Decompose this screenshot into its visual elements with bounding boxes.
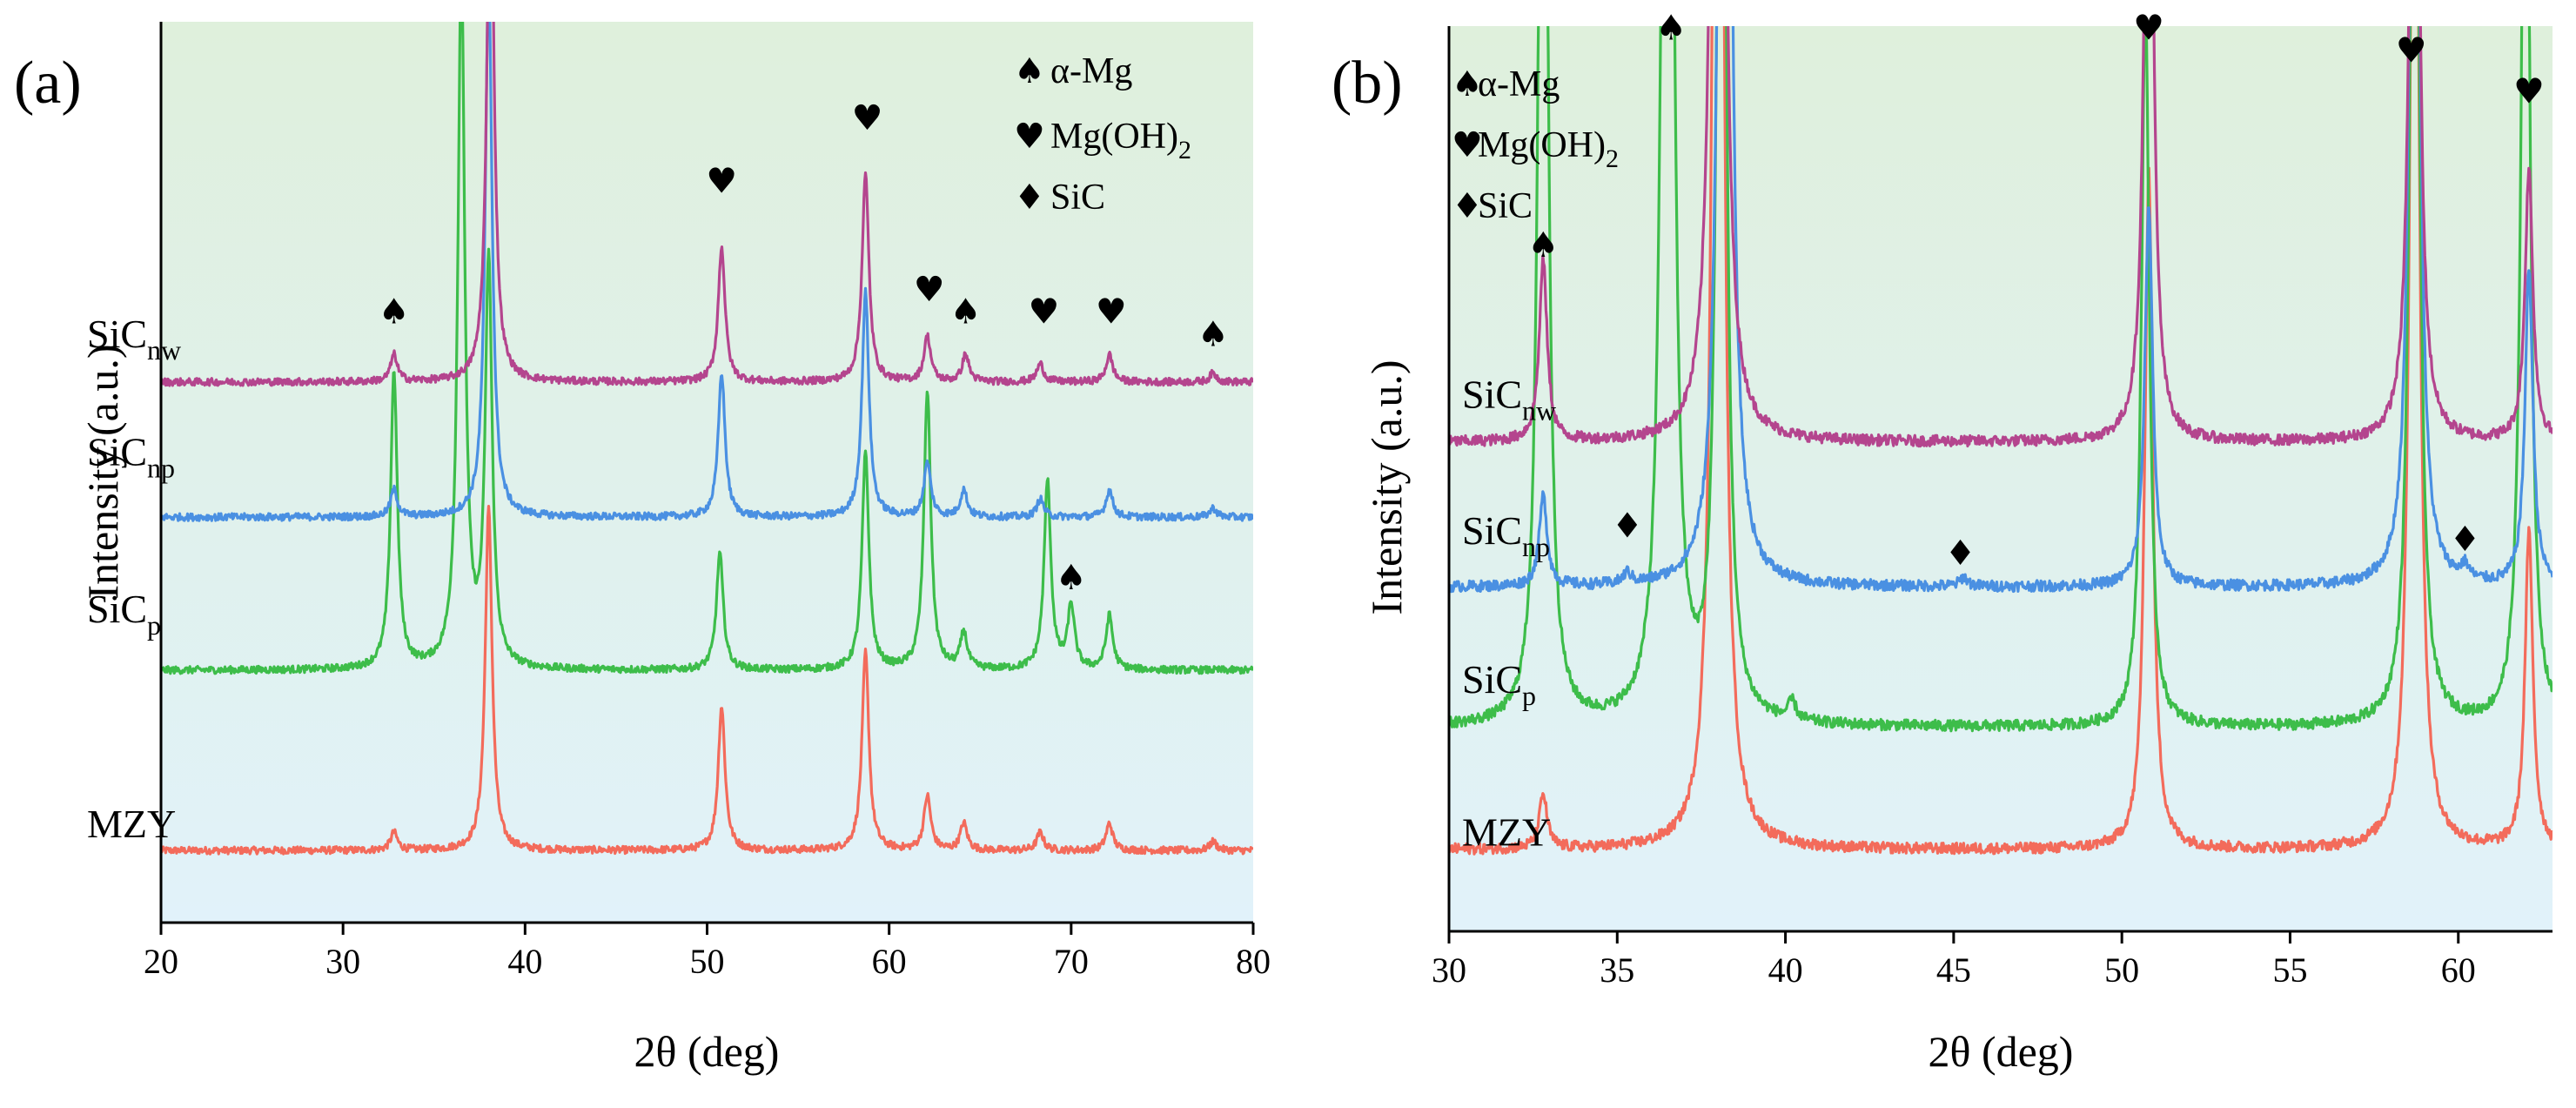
peak-marker: ♠ — [1056, 558, 1087, 598]
legend-symbol: ♦ — [1014, 178, 1045, 218]
x-tick-label: 40 — [1768, 950, 1803, 990]
legend-symbol: ♠ — [1014, 51, 1045, 91]
peak-marker: ♠ — [1527, 225, 1559, 265]
series-line-MZY — [161, 505, 1253, 856]
peak-marker: ♦ — [2450, 520, 2481, 560]
x-tick-label: 60 — [2441, 950, 2476, 990]
peak-marker: ♥ — [914, 270, 945, 310]
panel-b: 30 35 40 45 50 55 60 ♠ ♠ ♥ ♥ ♥ ♦ ♦ ♦ MZY SiCp SiCnp SiCn… — [1332, 9, 2553, 1076]
x-tick-label: 30 — [1432, 950, 1466, 990]
series-label-SiCnp: SiCnp — [87, 429, 175, 483]
x-tick-label: 45 — [1936, 950, 1971, 990]
legend-symbol: ♠ — [1452, 64, 1483, 104]
panel-a-y-axis-title: Intensity (a.u.) — [78, 345, 127, 600]
series-label-SiCnw: SiCnw — [1462, 372, 1556, 426]
series-label-SiCp: SiCp — [87, 587, 161, 641]
panel-b-x-axis-title: 2θ (deg) — [1929, 1027, 2074, 1076]
legend-symbol: ♥ — [1014, 117, 1045, 157]
legend-entry: α-Mg — [1050, 51, 1132, 91]
x-tick-label: 70 — [1054, 942, 1089, 981]
panel-a-x-ticks: 20 30 40 50 60 70 80 — [144, 923, 1271, 981]
legend-entry: SiC — [1050, 178, 1105, 218]
panel-a-series-labels: MZY SiCp SiCnp SiCnw — [87, 312, 181, 846]
panel-b-x-ticks: 30 35 40 45 50 55 60 — [1432, 931, 2476, 990]
peak-marker: ♠ — [379, 292, 410, 332]
peak-marker: ♥ — [1029, 292, 1060, 332]
peak-marker: ♠ — [950, 292, 982, 332]
series-line-MZY — [1449, 26, 2553, 856]
panel-b-peak-markers: ♠ ♠ ♥ ♥ ♥ ♦ ♦ ♦ — [1527, 9, 2545, 574]
peak-marker: ♠ — [1655, 9, 1687, 49]
peak-marker: ♦ — [1945, 534, 1976, 574]
series-label-MZY: MZY — [87, 802, 176, 846]
x-tick-label: 40 — [507, 942, 542, 981]
panel-b-curves — [1449, 26, 2553, 856]
legend-entry: SiC — [1478, 186, 1533, 226]
panel-b-y-axis-title: Intensity (a.u.) — [1362, 360, 1411, 615]
legend-entry: α-Mg — [1478, 64, 1560, 104]
peak-marker: ♥ — [706, 162, 737, 202]
panel-a-label: (a) — [14, 50, 82, 117]
peak-marker: ♠ — [1197, 315, 1229, 355]
panel-a-legend: ♠ α-Mg♥ Mg(OH)2♦ SiC — [1014, 51, 1191, 218]
panel-b-plot-background — [1449, 26, 2553, 931]
panel-a-curves — [161, 22, 1253, 856]
panel-a-x-axis-title: 2θ (deg) — [634, 1027, 780, 1076]
peak-marker: ♥ — [2133, 9, 2164, 49]
x-tick-label: 50 — [2104, 950, 2139, 990]
x-tick-label: 50 — [690, 942, 725, 981]
peak-marker: ♥ — [2513, 71, 2545, 111]
series-label-SiCnp: SiCnp — [1462, 508, 1550, 562]
series-line-SiCp — [161, 22, 1253, 675]
x-tick-label: 35 — [1600, 950, 1634, 990]
peak-marker: ♥ — [852, 98, 883, 138]
peak-marker: ♥ — [2396, 31, 2427, 71]
series-label-MZY: MZY — [1462, 809, 1551, 854]
panel-b-label: (b) — [1332, 50, 1403, 117]
peak-marker: ♥ — [1096, 292, 1127, 332]
series-line-SiCp — [1449, 26, 2553, 733]
peak-marker: ♦ — [1612, 507, 1643, 547]
legend-symbol: ♦ — [1452, 186, 1483, 226]
x-tick-label: 20 — [144, 942, 178, 981]
panel-a-peak-markers: ♠♠♥♥♥♥♠♥♥♠♠ — [379, 98, 1229, 598]
panel-b-legend: ♠α-Mg ♥Mg(OH)2 ♦SiC — [1452, 64, 1619, 226]
legend-entry: Mg(OH)2 — [1478, 125, 1619, 173]
series-label-SiCnw: SiCnw — [87, 312, 181, 366]
series-label-SiCp: SiCp — [1462, 657, 1536, 711]
legend-symbol: ♥ — [1452, 125, 1483, 165]
series-line-SiCnw — [1449, 26, 2553, 448]
x-tick-label: 60 — [872, 942, 907, 981]
series-line-SiCnp — [1449, 26, 2553, 594]
panel-b-series-labels: MZY SiCp SiCnp SiCnw — [1462, 372, 1556, 854]
x-tick-label: 80 — [1236, 942, 1271, 981]
x-tick-label: 55 — [2272, 950, 2307, 990]
series-line-SiCnw — [161, 22, 1253, 387]
series-line-SiCnp — [161, 22, 1253, 522]
x-tick-label: 30 — [325, 942, 360, 981]
legend-entry: Mg(OH)2 — [1050, 117, 1191, 165]
panel-a-plot-background — [161, 22, 1253, 923]
